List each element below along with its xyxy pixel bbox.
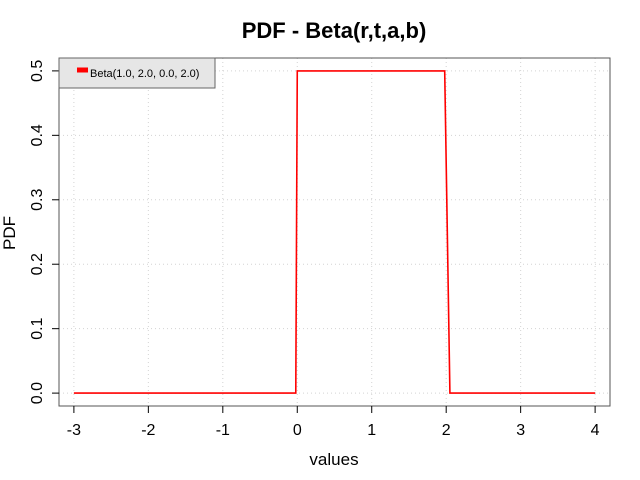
series-layer — [73, 70, 596, 394]
chart-title: PDF - Beta(r,t,a,b) — [242, 18, 427, 43]
y-tick-label: 0.5 — [29, 60, 46, 82]
x-tick-label: 0 — [293, 422, 302, 439]
x-tick-label: 4 — [591, 422, 600, 439]
y-tick-label: 0.2 — [29, 253, 46, 275]
x-tick-label: 1 — [367, 422, 376, 439]
legend-label: Beta(1.0, 2.0, 0.0, 2.0) — [90, 68, 199, 80]
legend-box — [58, 57, 216, 89]
grid — [59, 58, 610, 406]
x-tick-label: -3 — [67, 422, 81, 439]
x-tick-label: -1 — [216, 422, 230, 439]
y-tick-label: 0.0 — [29, 382, 46, 404]
legend: Beta(1.0, 2.0, 0.0, 2.0) — [58, 57, 216, 89]
x-tick-label: -2 — [141, 422, 155, 439]
x-tick-label: 2 — [442, 422, 451, 439]
plot-area — [58, 57, 611, 407]
x-tick-label: 3 — [516, 422, 525, 439]
y-tick-label: 0.4 — [29, 124, 46, 146]
y-tick-label: 0.3 — [29, 189, 46, 211]
x-axis: -3 -2 -1 0 1 2 3 4 — [67, 406, 600, 439]
series-line-0 — [73, 70, 596, 394]
y-tick-label: 0.1 — [29, 317, 46, 339]
x-axis-label: values — [309, 450, 358, 469]
y-axis-label: PDF — [0, 216, 19, 250]
y-axis: 0.0 0.1 0.2 0.3 0.4 0.5 — [29, 60, 59, 404]
